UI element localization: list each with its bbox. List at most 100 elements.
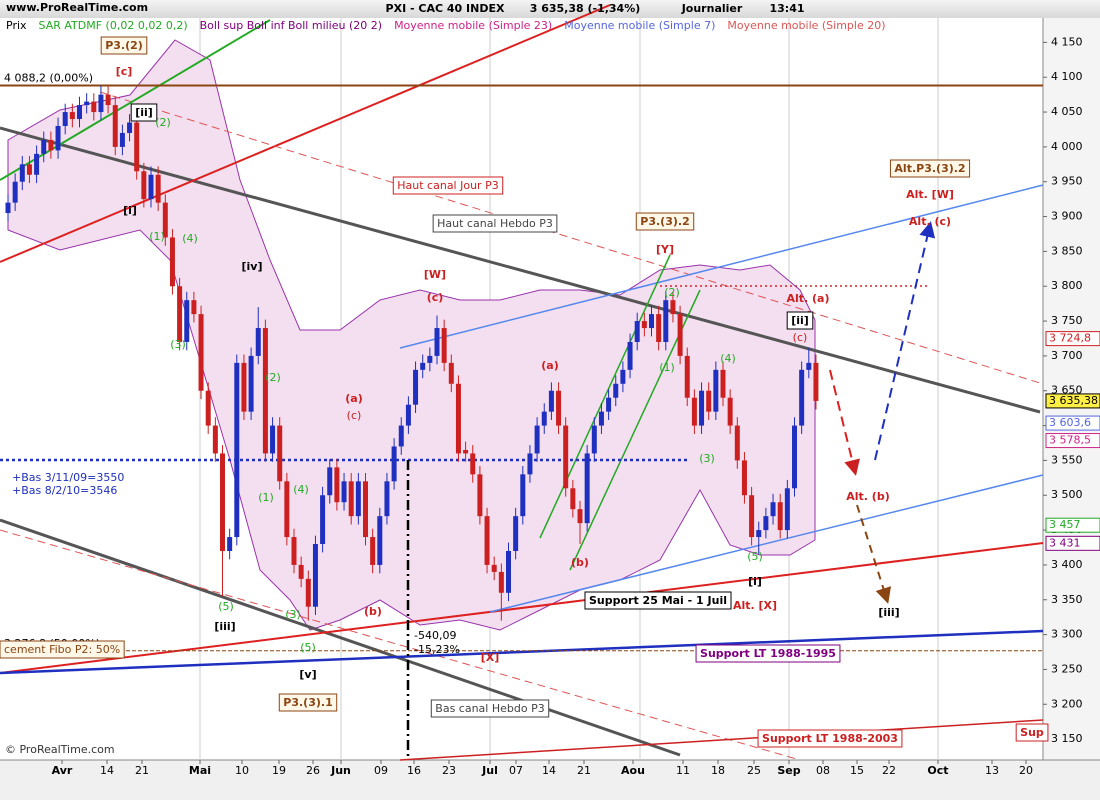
x-tick-label: 25 — [747, 764, 761, 777]
candle-body — [470, 453, 476, 475]
header-bar — [0, 0, 1100, 18]
annotation: (4) — [293, 483, 309, 496]
annotation-label: (b) — [364, 605, 382, 618]
x-tick-label: 09 — [374, 764, 388, 777]
candle-body — [19, 164, 25, 182]
annotation-label: Alt. [W] — [906, 188, 954, 201]
annotation-label: Sup — [1020, 726, 1044, 739]
annotation-label: P3.(3).1 — [283, 696, 332, 709]
annotation: (1) — [149, 230, 165, 243]
annotation: Alt.P3.(3).2 — [889, 159, 971, 178]
candle-body — [763, 516, 769, 531]
annotation-label: (2) — [155, 116, 171, 129]
candle-body — [756, 530, 762, 538]
x-tick-label: Avr — [52, 764, 73, 777]
support-line — [0, 542, 1044, 674]
y-tick-label: 4 000 — [1051, 140, 1083, 153]
annotation-label: (2) — [664, 286, 680, 299]
annotation: Haut canal Jour P3 — [392, 176, 504, 195]
candle-body — [434, 328, 440, 356]
x-tick-label: Jun — [330, 764, 351, 777]
annotation-label: (4) — [293, 483, 309, 496]
date-axis-bg — [0, 760, 1100, 800]
candle-body — [41, 139, 47, 154]
indicator-legend: Moyenne mobile (Simple 20) — [727, 19, 885, 32]
annotation: (5) — [300, 641, 316, 654]
annotation: (4) — [720, 352, 736, 365]
candle-body — [398, 425, 404, 447]
candle-body — [677, 314, 683, 356]
candle-body — [691, 397, 697, 426]
header-text: Journalier — [681, 2, 743, 15]
x-tick-label: 26 — [306, 764, 320, 777]
header-text: 3 635,38 (-1,34%) — [530, 2, 641, 15]
x-tick-label: 20 — [1019, 764, 1033, 777]
annotation-label: [v] — [299, 668, 316, 681]
projection-arrow — [856, 504, 892, 604]
annotation: [i] — [748, 575, 762, 588]
annotation-label: (1) — [659, 361, 675, 374]
annotation-label: Support LT 1988-1995 — [700, 647, 836, 660]
x-tick-label: 21 — [135, 764, 149, 777]
channel-line — [0, 529, 801, 761]
annotation: Haut canal Hebdo P3 — [432, 214, 558, 233]
support-line — [0, 629, 1044, 675]
candle-body — [305, 578, 311, 607]
annotation-box — [430, 699, 550, 718]
annotation: (3) — [285, 608, 301, 621]
candle-body — [277, 425, 283, 482]
candle-body — [534, 425, 540, 454]
annotation-label: [i] — [748, 575, 762, 588]
y-tick-label: 3 800 — [1051, 279, 1083, 292]
annotation: P3.(3).1 — [278, 693, 338, 712]
candle-body — [212, 425, 218, 454]
candle-body — [498, 571, 504, 593]
annotation: Support LT 1988-2003 — [757, 729, 903, 748]
annotation-box — [100, 36, 148, 55]
annotation-label: -540,09 — [414, 629, 456, 642]
candle-body — [177, 286, 183, 342]
fibo-label: 4 088,2 (0,00%) — [4, 71, 93, 84]
annotation-box — [278, 693, 338, 712]
indicator-legend: Moyenne mobile (Simple 23) — [394, 19, 552, 32]
annotation: (2) — [265, 371, 281, 384]
annotation: (a) — [345, 392, 362, 405]
annotation-label: Haut canal Hebdo P3 — [437, 217, 553, 230]
price-marker — [1045, 517, 1100, 533]
annotation-label: [Y] — [656, 243, 674, 256]
annotation-label: [i] — [123, 204, 137, 217]
y-tick-label: 3 200 — [1051, 697, 1083, 710]
annotation-label: (2) — [265, 371, 281, 384]
bollinger-band — [7, 39, 816, 631]
candle-body — [784, 488, 790, 531]
candle-body — [513, 516, 519, 551]
projection-arrow — [874, 221, 936, 461]
annotation-label: (3) — [285, 608, 301, 621]
candle-body — [548, 390, 554, 412]
x-tick-label: 23 — [442, 764, 456, 777]
candle-body — [262, 328, 268, 454]
annotation-label: Alt. (c) — [909, 215, 951, 228]
annotation-label: Haut canal Jour P3 — [397, 179, 498, 192]
candle-body — [448, 362, 454, 384]
candle-body — [84, 101, 90, 106]
annotation: (c) — [427, 291, 444, 304]
annotation-label: +Bas 3/11/09=3550 — [12, 471, 124, 484]
annotation-label: [W] — [424, 268, 446, 281]
candle-body — [105, 94, 111, 106]
annotation-box — [635, 212, 695, 231]
x-tick-label: Oct — [927, 764, 948, 777]
annotation-label: (a) — [541, 359, 558, 372]
candle-body — [577, 509, 583, 524]
candle-body — [541, 411, 547, 426]
candle-body — [699, 390, 705, 426]
annotation-label: (1) — [258, 491, 274, 504]
annotation: Sup — [1015, 723, 1049, 742]
candle-body — [77, 105, 82, 120]
y-tick-label: 3 250 — [1051, 662, 1083, 675]
annotation: P3.(2) — [100, 36, 148, 55]
candle-body — [620, 369, 626, 384]
candle-body — [69, 112, 75, 120]
price-marker — [1045, 393, 1100, 409]
